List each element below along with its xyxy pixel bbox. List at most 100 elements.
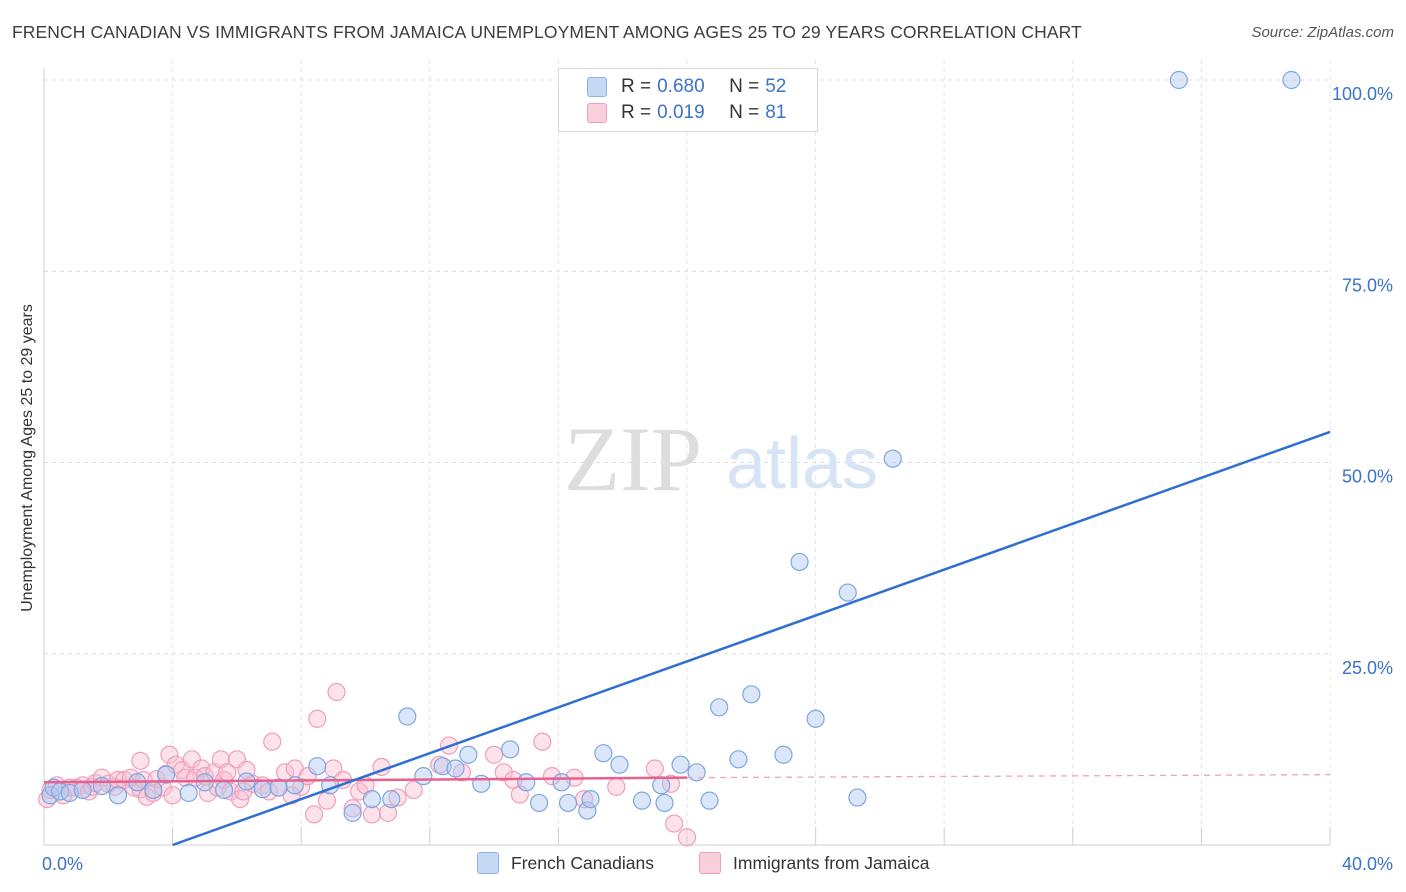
legend-item-french[interactable]: French Canadians: [477, 852, 654, 874]
jamaica-trend-line: [43, 776, 688, 784]
french-point: [446, 759, 465, 778]
jamaica-point: [494, 763, 513, 782]
legend-label-french: French Canadians: [511, 852, 654, 873]
legend-row-french: R = 0.680 N = 52: [587, 75, 786, 99]
french-point: [179, 783, 198, 803]
jamaica-point: [343, 799, 362, 818]
french-trend-line: [172, 430, 1331, 847]
jamaica-point: [234, 782, 253, 801]
jamaica-point: [221, 782, 240, 801]
french-point: [73, 780, 92, 800]
french-point: [610, 755, 629, 774]
french-point: [848, 788, 867, 807]
jamaica-point: [308, 709, 327, 728]
french-point: [1169, 70, 1188, 90]
jamaica-point: [327, 682, 346, 702]
legend-r-value-french: 0.680: [657, 76, 705, 97]
legend-n-value-french: 52: [765, 76, 787, 97]
correlation-legend: R = 0.680 N = 52 R = 0.019 N = 81: [558, 68, 818, 132]
jamaica-point: [404, 780, 423, 800]
french-point: [742, 685, 761, 704]
french-point: [144, 780, 163, 800]
jamaica-point: [263, 732, 282, 751]
watermark: ZIP atlas: [564, 408, 878, 510]
french-point: [594, 744, 613, 763]
french-point: [459, 745, 478, 764]
jamaica-point: [317, 791, 337, 810]
french-point: [414, 767, 433, 786]
french-points: [41, 70, 1301, 822]
french-point: [343, 803, 362, 822]
legend-swatch-french: [477, 852, 499, 874]
legend-n-value-jamaica: 81: [765, 102, 787, 123]
jamaica-point: [542, 767, 562, 786]
french-point: [652, 776, 671, 795]
french-point: [269, 778, 288, 797]
x-tick-label: 0.0%: [42, 854, 83, 874]
french-point: [157, 765, 176, 784]
jamaica-point: [665, 814, 684, 833]
watermark-atlas: atlas: [726, 424, 878, 504]
legend-r-label: R =: [621, 76, 652, 97]
french-point: [308, 757, 327, 776]
jamaica-point: [533, 732, 552, 751]
y-tick-label: 50.0%: [1342, 467, 1393, 487]
trend-lines: [43, 430, 1331, 847]
axes: [43, 68, 1331, 846]
french-point: [253, 780, 272, 799]
french-point: [774, 745, 793, 764]
french-point: [838, 583, 857, 602]
chart-title: FRENCH CANADIAN VS IMMIGRANTS FROM JAMAI…: [12, 22, 1082, 42]
french-point: [671, 755, 690, 774]
jamaica-point: [362, 805, 382, 824]
legend-r-label: R =: [621, 102, 652, 123]
tick-labels: 25.0% 50.0% 75.0% 100.0% 0.0% 40.0%: [42, 84, 1393, 874]
jamaica-point: [645, 759, 664, 778]
legend-swatch-jamaica: [587, 103, 607, 123]
y-tick-label: 75.0%: [1342, 275, 1393, 295]
french-point: [398, 707, 417, 726]
french-point: [108, 786, 128, 805]
jamaica-point: [160, 745, 179, 764]
jamaica-point: [292, 777, 311, 796]
jamaica-point: [131, 751, 150, 770]
legend-item-jamaica[interactable]: Immigrants from Jamaica: [699, 852, 929, 874]
legend-swatch-french: [587, 77, 607, 97]
legend-label-jamaica: Immigrants from Jamaica: [733, 852, 930, 873]
french-point: [883, 449, 902, 468]
french-point: [581, 789, 600, 809]
french-point: [687, 763, 706, 782]
french-point: [700, 791, 719, 810]
french-point: [655, 793, 674, 813]
source-credit: Source: ZipAtlas.com: [1251, 24, 1394, 41]
french-point: [214, 780, 234, 800]
french-point: [1282, 70, 1301, 90]
french-point: [530, 793, 549, 813]
french-point: [790, 552, 809, 572]
french-point: [710, 698, 729, 717]
y-tick-label: 25.0%: [1342, 658, 1393, 678]
jamaica-point: [607, 777, 626, 796]
french-point: [382, 789, 401, 809]
french-point: [729, 750, 748, 769]
french-point: [578, 801, 597, 820]
jamaica-point: [677, 828, 697, 847]
french-point: [472, 774, 491, 793]
x-tick-label: 40.0%: [1342, 854, 1393, 874]
french-point: [806, 709, 825, 728]
french-point: [517, 773, 536, 792]
french-point: [92, 776, 111, 796]
french-point: [632, 791, 652, 810]
y-tick-label: 100.0%: [1332, 84, 1393, 104]
jamaica-point: [163, 786, 182, 805]
jamaica-point: [304, 805, 324, 824]
french-point: [362, 789, 382, 809]
french-point: [552, 773, 571, 792]
jamaica-trend-extension: [686, 773, 1331, 779]
jamaica-point: [388, 788, 407, 807]
legend-n-label: N =: [729, 76, 760, 97]
jamaica-point: [378, 803, 398, 822]
legend-r-value-jamaica: 0.019: [657, 102, 705, 123]
french-point: [501, 740, 520, 759]
